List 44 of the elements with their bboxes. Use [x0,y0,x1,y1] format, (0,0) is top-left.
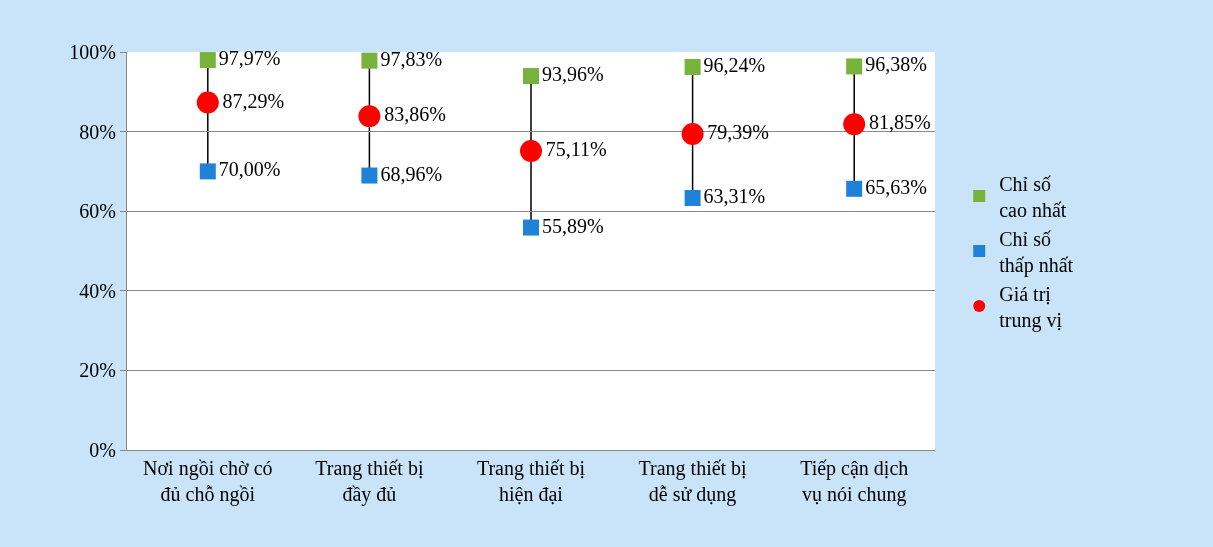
x-tick-label: Nơi ngồi chờ có đủ chỗ ngồi [143,457,273,506]
y-tick-label: 20% [79,359,116,382]
point [199,163,216,180]
data-label: 93,96% [542,63,604,86]
point [523,68,539,85]
data-label: 97,97% [218,47,281,70]
point [846,180,863,197]
data-label: 63,31% [703,185,766,208]
data-label: 97,83% [380,47,443,70]
data-label: 55,89% [542,214,604,237]
point [523,219,539,236]
point [846,58,863,75]
data-label: 96,38% [865,53,927,76]
point [681,123,704,146]
legend-label: Chỉ số cao nhất [999,172,1067,221]
x-tick-label: Tiếp cận dịch vụ nói chung [800,457,909,506]
point [843,113,866,136]
data-label: 96,24% [703,53,766,76]
data-label: 79,39% [707,121,770,144]
data-label: 68,96% [380,162,443,185]
x-tick-label: Trang thiết bị dễ sử dụng [638,457,748,506]
point [361,52,378,69]
point [358,105,381,128]
legend-label: Giá trị trung vị [999,282,1063,332]
y-tick-label: 40% [79,279,116,302]
y-tick-label: 80% [79,120,116,143]
x-tick-label: Trang thiết bị đầy đủ [315,457,424,506]
data-label: 87,29% [222,89,285,112]
y-tick-label: 0% [89,439,116,461]
point [520,140,542,163]
legend-label: Chỉ số thấp nhất [999,227,1074,277]
point [361,167,378,184]
data-label: 75,11% [545,138,607,161]
data-label: 81,85% [868,111,931,134]
data-label: 83,86% [384,103,446,126]
y-tick-label: 60% [79,200,116,223]
point [684,190,701,207]
point [684,58,701,75]
data-label: 65,63% [865,175,927,198]
data-label: 70,00% [218,158,281,181]
y-tick-label: 100% [69,41,116,63]
point [196,91,219,114]
point [199,52,216,69]
x-tick-label: Trang thiết bị hiện đại [476,457,586,505]
